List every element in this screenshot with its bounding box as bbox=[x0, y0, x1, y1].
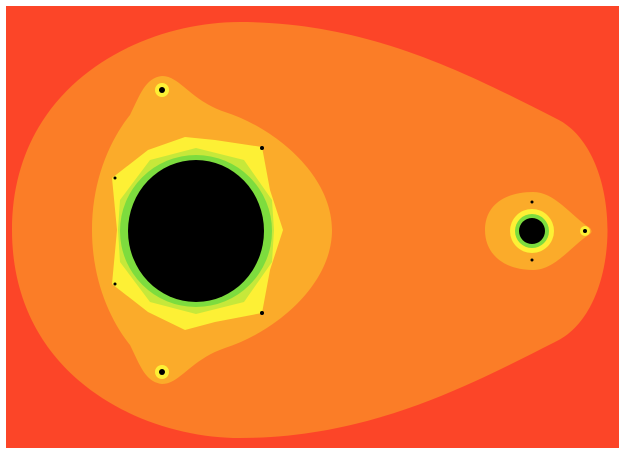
bulb bbox=[530, 258, 534, 262]
bulb bbox=[260, 311, 264, 315]
bulb bbox=[583, 229, 587, 233]
bulb bbox=[159, 87, 165, 93]
bulb bbox=[260, 146, 264, 150]
small-bulbs bbox=[113, 83, 590, 379]
main-body bbox=[128, 160, 264, 302]
bulb bbox=[113, 282, 117, 286]
bulb bbox=[159, 369, 165, 375]
satellite-body bbox=[519, 218, 545, 244]
bulb bbox=[113, 176, 117, 180]
bulb bbox=[530, 200, 534, 204]
